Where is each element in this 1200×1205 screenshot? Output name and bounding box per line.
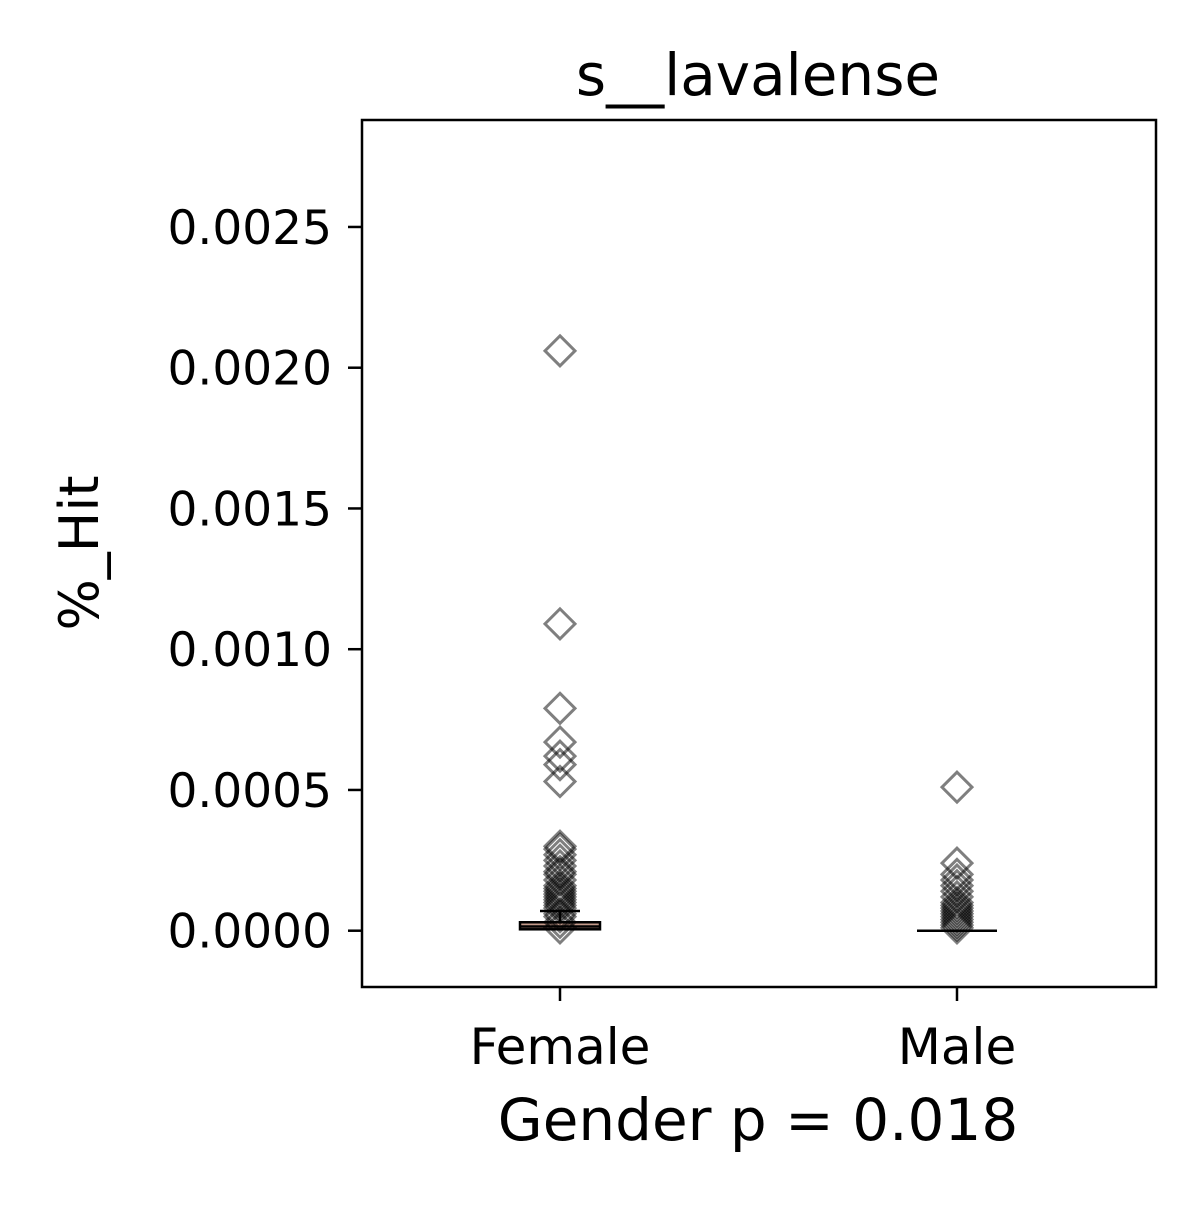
data-point xyxy=(939,905,975,940)
data-point xyxy=(542,691,578,726)
data-point xyxy=(939,896,975,931)
data-point xyxy=(939,899,975,934)
x-tick-label: Male xyxy=(898,1018,1016,1076)
data-point xyxy=(542,764,578,799)
data-point xyxy=(939,910,975,946)
data-point xyxy=(939,893,975,929)
y-tick-label: 0.0010 xyxy=(168,623,332,678)
x-axis-ticks: Female Male xyxy=(470,987,1016,1076)
data-point xyxy=(542,899,578,934)
data-point xyxy=(542,739,578,774)
x-tick-label: Female xyxy=(470,1018,651,1076)
data-point xyxy=(542,333,578,368)
y-axis-label: %_Hit xyxy=(48,475,111,630)
data-point xyxy=(542,891,578,926)
plot-frame xyxy=(360,118,1158,989)
data-point xyxy=(542,910,578,946)
data-point xyxy=(939,885,975,920)
data-point xyxy=(542,905,578,940)
data-point xyxy=(542,888,578,923)
y-tick-label: 0.0020 xyxy=(168,342,332,397)
x-axis-label: Gender p = 0.018 xyxy=(498,1086,1019,1154)
data-point xyxy=(542,606,578,641)
chart-title: s__lavalense xyxy=(576,41,940,109)
y-tick-label: 0.0005 xyxy=(168,764,332,819)
data-point xyxy=(542,747,578,782)
data-point xyxy=(542,885,578,920)
data-point xyxy=(939,902,975,937)
data-point xyxy=(542,724,578,760)
data-point xyxy=(939,907,975,943)
data-point xyxy=(939,888,975,923)
y-tick-label: 0.0000 xyxy=(168,905,332,960)
box-plots xyxy=(518,909,997,932)
data-point xyxy=(939,770,975,805)
y-tick-label: 0.0025 xyxy=(168,201,332,256)
data-point xyxy=(542,896,578,931)
y-axis-ticks: 0.0000 0.0005 0.0010 0.0015 0.0020 0.0025 xyxy=(168,201,362,960)
data-points xyxy=(542,333,975,946)
y-tick-label: 0.0015 xyxy=(168,482,332,537)
data-point xyxy=(939,891,975,926)
